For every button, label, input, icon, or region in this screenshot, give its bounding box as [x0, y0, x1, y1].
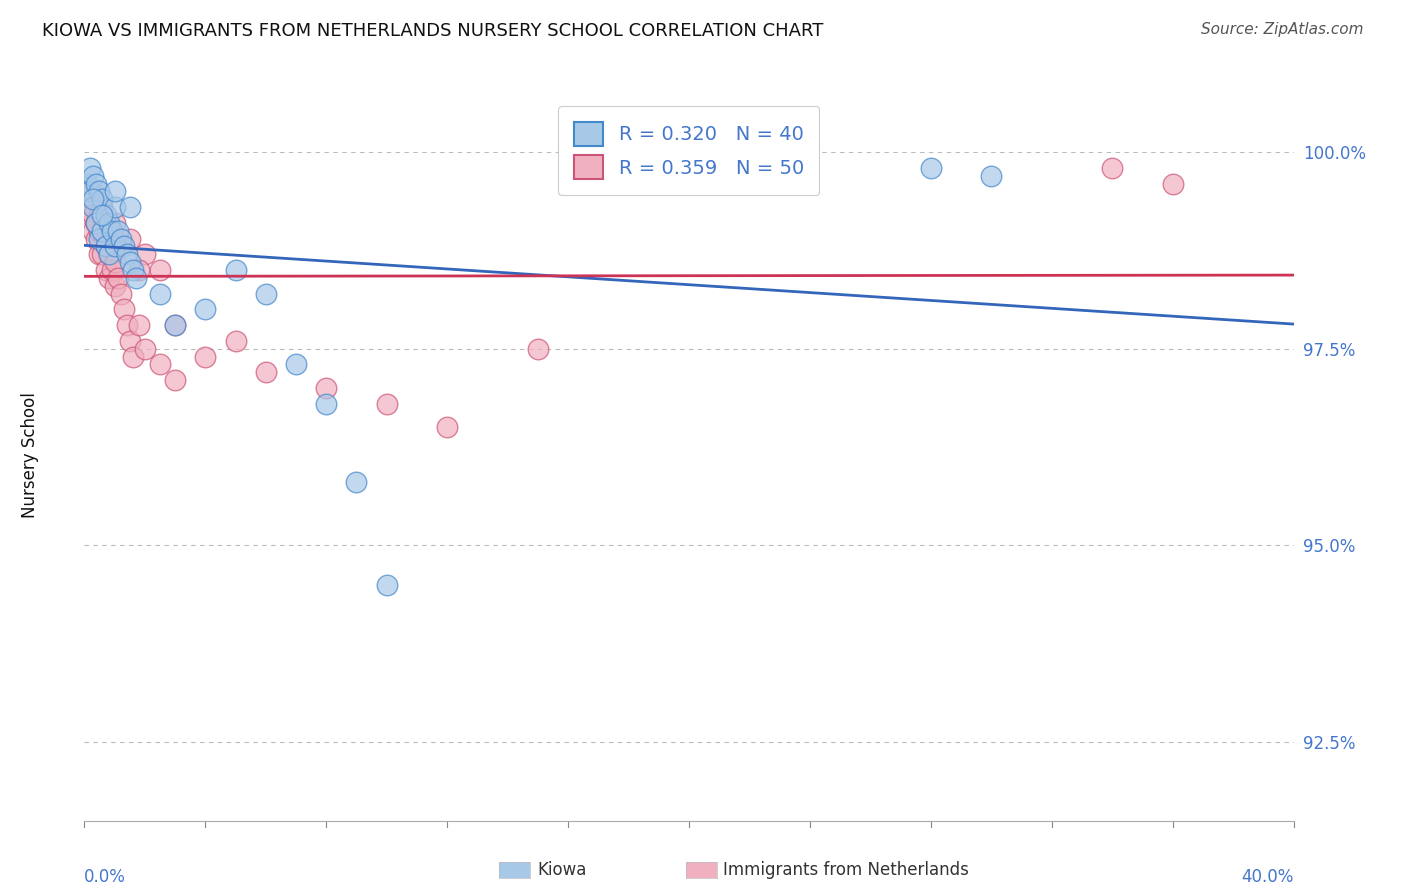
Point: [94, 232, 117, 246]
Point: [97, 247, 120, 261]
Point: [110, 286, 132, 301]
Point: [86, 216, 108, 230]
Point: [91, 192, 114, 206]
Point: [110, 232, 132, 246]
Point: [94, 239, 117, 253]
Text: 0.0%: 0.0%: [84, 868, 127, 886]
Legend: R = 0.320   N = 40, R = 0.359   N = 50: R = 0.320 N = 40, R = 0.359 N = 50: [558, 106, 820, 194]
Text: KIOWA VS IMMIGRANTS FROM NETHERLANDS NURSERY SCHOOL CORRELATION CHART: KIOWA VS IMMIGRANTS FROM NETHERLANDS NUR…: [42, 22, 824, 40]
Point: [1101, 161, 1123, 175]
Point: [194, 350, 217, 364]
Point: [94, 263, 117, 277]
Point: [165, 318, 187, 333]
Point: [89, 232, 111, 246]
Point: [91, 224, 114, 238]
Point: [149, 263, 172, 277]
Point: [82, 200, 104, 214]
Text: Kiowa: Kiowa: [537, 861, 586, 879]
Point: [97, 216, 120, 230]
Point: [225, 263, 247, 277]
Point: [89, 208, 111, 222]
Point: [194, 302, 217, 317]
Text: Nursery School: Nursery School: [21, 392, 39, 518]
Point: [104, 278, 127, 293]
Point: [79, 161, 101, 175]
Point: [82, 224, 104, 238]
Text: 40.0%: 40.0%: [1241, 868, 1294, 886]
Point: [86, 232, 108, 246]
Point: [107, 271, 129, 285]
Point: [91, 208, 114, 222]
Point: [1161, 177, 1184, 191]
Point: [110, 239, 132, 253]
Point: [97, 271, 120, 285]
Point: [149, 286, 172, 301]
Point: [104, 200, 127, 214]
Point: [91, 200, 114, 214]
Point: [134, 342, 156, 356]
Point: [91, 247, 114, 261]
Point: [104, 216, 127, 230]
Point: [254, 365, 277, 379]
Point: [118, 255, 141, 269]
Point: [79, 200, 101, 214]
Point: [86, 177, 108, 191]
Point: [118, 232, 141, 246]
Point: [125, 271, 148, 285]
Point: [121, 263, 143, 277]
Point: [112, 239, 135, 253]
Point: [100, 224, 122, 238]
Point: [91, 224, 114, 238]
Point: [118, 334, 141, 348]
Point: [89, 185, 111, 199]
Text: Immigrants from Netherlands: Immigrants from Netherlands: [723, 861, 969, 879]
Point: [128, 318, 150, 333]
Point: [165, 318, 187, 333]
Point: [107, 224, 129, 238]
Point: [86, 216, 108, 230]
Point: [97, 224, 120, 238]
Point: [82, 192, 104, 206]
Point: [112, 302, 135, 317]
Point: [436, 420, 458, 434]
Point: [89, 247, 111, 261]
Point: [104, 255, 127, 269]
Point: [82, 185, 104, 199]
Point: [94, 239, 117, 253]
Point: [315, 381, 337, 395]
Point: [76, 192, 98, 206]
Point: [94, 208, 117, 222]
Point: [76, 177, 98, 191]
Point: [254, 286, 277, 301]
Point: [285, 358, 308, 372]
Point: [128, 263, 150, 277]
Point: [134, 247, 156, 261]
Point: [121, 350, 143, 364]
Point: [315, 397, 337, 411]
Point: [149, 358, 172, 372]
Text: Source: ZipAtlas.com: Source: ZipAtlas.com: [1201, 22, 1364, 37]
Point: [115, 318, 138, 333]
Point: [97, 247, 120, 261]
Point: [115, 247, 138, 261]
Point: [920, 161, 942, 175]
Point: [79, 185, 101, 199]
Point: [375, 397, 398, 411]
Point: [375, 577, 398, 591]
Point: [980, 169, 1002, 183]
Point: [527, 342, 550, 356]
Point: [225, 334, 247, 348]
Point: [100, 263, 122, 277]
Point: [165, 373, 187, 387]
Point: [79, 208, 101, 222]
Point: [89, 224, 111, 238]
Point: [104, 185, 127, 199]
Point: [82, 169, 104, 183]
Point: [118, 200, 141, 214]
Point: [82, 208, 104, 222]
Point: [346, 475, 368, 490]
Point: [86, 216, 108, 230]
Point: [104, 239, 127, 253]
